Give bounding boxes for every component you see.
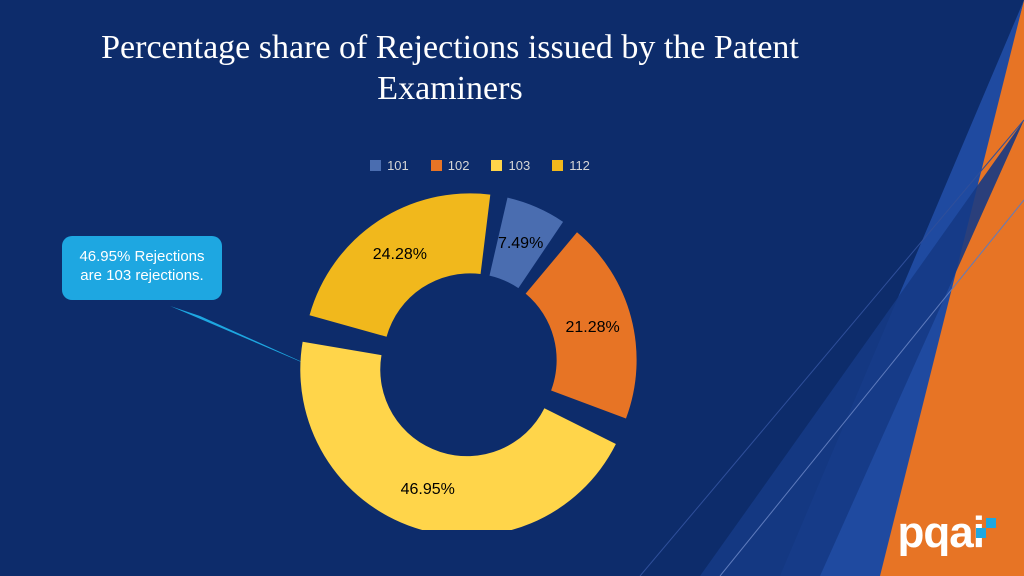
legend-item: 101 — [370, 158, 409, 173]
legend-item: 103 — [491, 158, 530, 173]
slice-label: 24.28% — [373, 246, 427, 264]
legend-swatch — [491, 160, 502, 171]
slice-label: 21.28% — [565, 319, 619, 337]
callout-text: 46.95% Rejections are 103 rejections. — [79, 248, 204, 284]
logo-accent-icon — [986, 518, 996, 528]
donut-chart: 7.49% 21.28% 46.95% 24.28% — [300, 190, 640, 530]
legend-swatch — [370, 160, 381, 171]
legend-label: 112 — [569, 158, 590, 173]
donut-slice — [310, 193, 491, 336]
legend-item: 102 — [431, 158, 470, 173]
slice-label: 46.95% — [401, 481, 455, 499]
legend-label: 102 — [448, 158, 470, 173]
page-title: Percentage share of Rejections issued by… — [90, 28, 810, 110]
legend-swatch — [552, 160, 563, 171]
callout-bubble: 46.95% Rejections are 103 rejections. — [62, 236, 222, 300]
legend-swatch — [431, 160, 442, 171]
brand-logo: pqai — [898, 508, 996, 558]
legend-item: 112 — [552, 158, 590, 173]
slice-label: 7.49% — [498, 235, 543, 253]
logo-text: pqai — [898, 508, 984, 558]
legend-label: 101 — [387, 158, 409, 173]
legend-label: 103 — [508, 158, 530, 173]
chart-legend: 101 102 103 112 — [300, 158, 660, 173]
